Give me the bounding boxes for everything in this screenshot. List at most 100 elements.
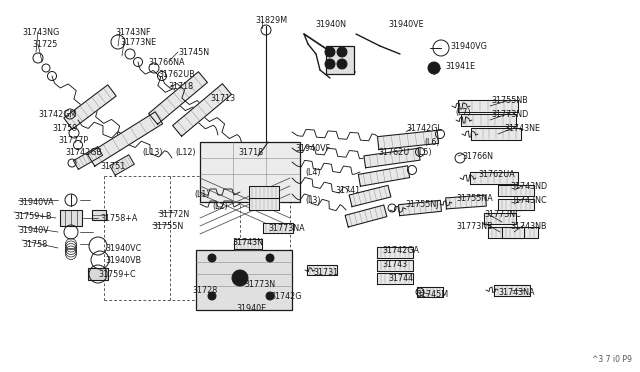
Polygon shape (249, 186, 279, 198)
Polygon shape (148, 72, 207, 124)
Text: 31713: 31713 (210, 94, 235, 103)
Text: 31940E: 31940E (236, 304, 266, 313)
Polygon shape (399, 201, 442, 216)
Text: 31940VF: 31940VF (295, 144, 330, 153)
Text: 31741: 31741 (335, 186, 360, 195)
Text: 31743NG: 31743NG (22, 28, 60, 37)
Polygon shape (358, 166, 410, 186)
Polygon shape (88, 112, 163, 166)
Circle shape (208, 254, 216, 262)
Text: 31755NA: 31755NA (456, 194, 493, 203)
Polygon shape (498, 199, 534, 209)
Text: (L7): (L7) (455, 108, 470, 117)
Text: 31773N: 31773N (244, 280, 275, 289)
Text: 31755NB: 31755NB (491, 96, 528, 105)
Text: (L3): (L3) (305, 196, 321, 205)
Polygon shape (364, 148, 420, 168)
Text: 31743NC: 31743NC (510, 196, 547, 205)
Text: 31742GB: 31742GB (65, 148, 102, 157)
Text: (L13): (L13) (142, 148, 163, 157)
Text: 31766NA: 31766NA (148, 58, 184, 67)
Circle shape (428, 62, 440, 74)
Text: 31762UB: 31762UB (158, 70, 195, 79)
Text: (L5): (L5) (416, 148, 431, 157)
Polygon shape (484, 212, 516, 224)
Text: 31745M: 31745M (416, 290, 448, 299)
Text: 31728: 31728 (192, 286, 217, 295)
Polygon shape (263, 223, 293, 233)
Polygon shape (74, 147, 102, 169)
Text: (L4): (L4) (305, 168, 321, 177)
Circle shape (325, 59, 335, 69)
Text: (L12): (L12) (175, 148, 196, 157)
Text: 31755N: 31755N (152, 222, 183, 231)
Circle shape (337, 59, 347, 69)
Text: (L1): (L1) (194, 190, 209, 199)
Text: 31773NA: 31773NA (268, 224, 305, 233)
Polygon shape (109, 155, 134, 175)
Text: 31773NC: 31773NC (484, 210, 521, 219)
Text: 31773NE: 31773NE (120, 38, 156, 47)
Polygon shape (458, 100, 518, 112)
Text: 31777P: 31777P (58, 136, 88, 145)
Text: 31743NA: 31743NA (498, 288, 534, 297)
Text: 31759+C: 31759+C (98, 270, 136, 279)
Circle shape (208, 292, 216, 300)
Text: 31759+B: 31759+B (14, 212, 51, 221)
Polygon shape (249, 198, 279, 210)
Text: 31940V: 31940V (18, 226, 49, 235)
Polygon shape (307, 265, 337, 275)
Polygon shape (377, 260, 413, 270)
Text: 31773NB: 31773NB (456, 222, 493, 231)
Polygon shape (64, 85, 116, 129)
Text: 31762UA: 31762UA (478, 170, 515, 179)
Text: 31940VA: 31940VA (18, 198, 54, 207)
Text: 31742G: 31742G (270, 292, 301, 301)
Bar (200, 142, 300, 202)
Polygon shape (488, 227, 524, 237)
Polygon shape (498, 185, 534, 196)
Circle shape (325, 47, 335, 57)
Bar (196, 250, 292, 310)
Polygon shape (234, 239, 262, 249)
Text: (L2): (L2) (212, 202, 228, 211)
Polygon shape (345, 205, 387, 227)
Text: 31755NJ: 31755NJ (405, 200, 438, 209)
Text: 31758: 31758 (22, 240, 47, 249)
Bar (88, 268, 108, 280)
Text: 31940N: 31940N (315, 20, 346, 29)
Text: 31742GA: 31742GA (382, 246, 419, 255)
Text: 31773ND: 31773ND (491, 110, 528, 119)
Polygon shape (378, 131, 438, 150)
Text: 31766N: 31766N (462, 152, 493, 161)
Text: 31743NF: 31743NF (115, 28, 150, 37)
Text: 31940VE: 31940VE (388, 20, 424, 29)
Text: 31772N: 31772N (158, 210, 189, 219)
Text: 31759: 31759 (52, 124, 77, 133)
Text: 31742GL: 31742GL (406, 124, 442, 133)
Polygon shape (173, 84, 232, 136)
Text: (L6): (L6) (424, 138, 440, 147)
Polygon shape (470, 172, 518, 184)
Bar (60, 210, 82, 226)
Bar (92, 210, 106, 220)
Text: 31718: 31718 (238, 148, 263, 157)
Text: 31751: 31751 (100, 162, 125, 171)
Text: 31743NE: 31743NE (504, 124, 540, 133)
Circle shape (266, 292, 274, 300)
Polygon shape (377, 247, 413, 257)
Text: 31940VB: 31940VB (105, 256, 141, 265)
Text: 31758+A: 31758+A (100, 214, 138, 223)
Text: 31718: 31718 (168, 82, 193, 91)
Polygon shape (461, 114, 515, 126)
Text: 31940VG: 31940VG (450, 42, 487, 51)
Text: 31829M: 31829M (255, 16, 287, 25)
Circle shape (266, 254, 274, 262)
Text: 31743N: 31743N (232, 238, 263, 247)
Circle shape (232, 270, 248, 286)
Text: ^3 7 i0 P9: ^3 7 i0 P9 (592, 355, 632, 364)
Text: 31742GM: 31742GM (38, 110, 76, 119)
Polygon shape (377, 273, 413, 283)
Polygon shape (494, 285, 530, 295)
Polygon shape (502, 227, 538, 237)
